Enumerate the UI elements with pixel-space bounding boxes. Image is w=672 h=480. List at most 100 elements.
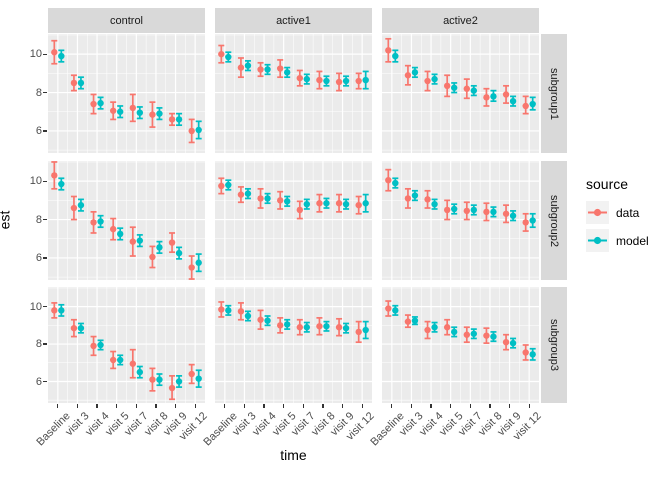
pointrange-model-active2-subgroup3 (450, 326, 458, 338)
pointrange-data-active1-subgroup1 (335, 72, 343, 92)
pointrange-data-active1-subgroup3 (335, 317, 343, 337)
panel-active1-subgroup1 (215, 34, 372, 153)
pointrange-model-control-subgroup3 (175, 375, 183, 388)
pointrange-data-active1-subgroup2 (355, 195, 362, 215)
pointrange-model-control-subgroup1 (97, 96, 104, 110)
pointrange-data-active1-subgroup1 (237, 57, 245, 79)
y-tick-mark (43, 343, 47, 345)
panel-canvas (382, 34, 539, 153)
y-tick-label: 10 (29, 175, 42, 188)
pointrange-model-control-subgroup1 (175, 112, 183, 127)
pointrange-data-control-subgroup3 (51, 302, 58, 319)
pointrange-data-control-subgroup2 (51, 161, 58, 190)
y-tick-mark (43, 91, 47, 94)
x-tick-mark (469, 403, 471, 408)
pointrange-data-active1-subgroup2 (218, 177, 225, 195)
x-tick-mark (96, 403, 98, 408)
pointrange-data-active1-subgroup3 (218, 301, 225, 318)
legend-label-data: data (616, 205, 640, 220)
pointrange-model-control-subgroup2 (195, 253, 202, 273)
pointrange-data-active2-subgroup2 (385, 168, 392, 192)
pointrange-model-active1-subgroup3 (303, 321, 311, 333)
pointrange-data-active1-subgroup1 (355, 72, 362, 90)
x-tick-mark (174, 403, 177, 408)
pointrange-model-control-subgroup1 (195, 120, 202, 140)
y-tick-label: 6 (35, 251, 42, 264)
facet-strip-control: control (48, 8, 205, 33)
gridlines (48, 287, 205, 403)
gridlines (382, 34, 539, 153)
panel-active2-subgroup1 (382, 34, 539, 153)
x-tick-mark (430, 403, 432, 408)
y-tick-mark (43, 53, 47, 55)
legend-entry-data: data (586, 201, 649, 224)
y-tick-mark (43, 380, 47, 383)
y-axis-title: est (0, 210, 13, 230)
pointrange-data-active2-subgroup1 (483, 87, 490, 107)
pointrange-model-control-subgroup2 (77, 198, 85, 212)
pointrange-model-control-subgroup3 (58, 303, 65, 317)
pointrange-model-active2-subgroup3 (411, 316, 419, 326)
pointrange-model-control-subgroup1 (136, 106, 144, 120)
pointrange-data-active1-subgroup2 (257, 187, 264, 209)
pointrange-data-control-subgroup2 (90, 211, 97, 234)
pointrange-model-active2-subgroup3 (509, 337, 517, 349)
facet-strip-subgroup3: subgroup3 (541, 287, 567, 403)
pointrange-data-active2-subgroup1 (404, 64, 412, 86)
x-tick-mark (57, 403, 59, 408)
y-tick-label: 10 (29, 300, 42, 313)
pointrange-data-active2-subgroup3 (385, 300, 392, 317)
pointrange-model-active1-subgroup1 (244, 60, 252, 72)
pointrange-model-control-subgroup2 (156, 240, 163, 254)
pointrange-model-control-subgroup2 (58, 177, 65, 191)
pointrange-model-active1-subgroup1 (283, 66, 291, 79)
pointrange-data-control-subgroup1 (109, 101, 117, 121)
pointrange-data-active1-subgroup3 (276, 317, 284, 334)
pointrange-model-active2-subgroup2 (490, 206, 497, 218)
panel-active2-subgroup2 (382, 161, 539, 280)
legend: source data model (586, 176, 649, 257)
pointrange-data-active2-subgroup1 (424, 70, 431, 92)
pointrange-data-active1-subgroup1 (296, 69, 304, 87)
pointrange-data-active2-subgroup2 (483, 202, 490, 222)
pointrange-model-active2-subgroup3 (529, 347, 536, 361)
y-tick-label: 8 (35, 338, 42, 351)
pointrange-model-control-subgroup3 (116, 354, 124, 366)
legend-title: source (586, 176, 629, 192)
pointrange-model-active1-subgroup3 (244, 310, 252, 322)
pointrange-model-active1-subgroup3 (283, 318, 291, 330)
facet-strip-subgroup1: subgroup1 (541, 34, 567, 153)
y-tick-mark (43, 305, 47, 308)
pointrange-model-active2-subgroup2 (450, 203, 458, 215)
pointrange-model-active1-subgroup2 (244, 187, 252, 200)
panel-canvas (48, 161, 205, 280)
pointrange-model-active1-subgroup1 (264, 63, 271, 76)
pointrange-data-active2-subgroup3 (404, 314, 412, 329)
pointrange-data-active2-subgroup3 (463, 326, 471, 344)
x-tick-mark (450, 403, 452, 408)
facet-strip-active1: active1 (215, 8, 372, 33)
pointrange-model-control-subgroup3 (136, 365, 144, 379)
pointrange-model-active1-subgroup1 (323, 75, 330, 87)
pointrange-data-active2-subgroup1 (385, 37, 392, 63)
pointrange-data-control-subgroup3 (149, 367, 156, 392)
pointrange-model-active1-subgroup1 (362, 70, 369, 90)
x-tick-mark (302, 403, 304, 408)
pointrange-data-active2-subgroup1 (463, 78, 471, 100)
pointrange-data-control-subgroup1 (70, 74, 78, 92)
pointrange-model-active2-subgroup3 (431, 321, 438, 333)
y-tick-mark (43, 257, 47, 259)
pointrange-model-active1-subgroup1 (225, 51, 232, 63)
x-tick-mark (263, 403, 265, 408)
y-tick-label: 6 (35, 124, 42, 137)
gridlines (382, 287, 539, 403)
gridlines (48, 34, 205, 153)
gridlines (48, 161, 205, 280)
pointrange-data-control-subgroup1 (168, 112, 176, 127)
pointrange-model-active2-subgroup3 (490, 331, 497, 343)
pointrange-model-control-subgroup1 (58, 49, 65, 63)
pointrange-model-control-subgroup3 (195, 369, 202, 388)
pointrange-model-control-subgroup2 (116, 227, 124, 241)
pointrange-model-control-subgroup2 (136, 234, 144, 248)
pointrange-data-active1-subgroup1 (257, 61, 264, 78)
